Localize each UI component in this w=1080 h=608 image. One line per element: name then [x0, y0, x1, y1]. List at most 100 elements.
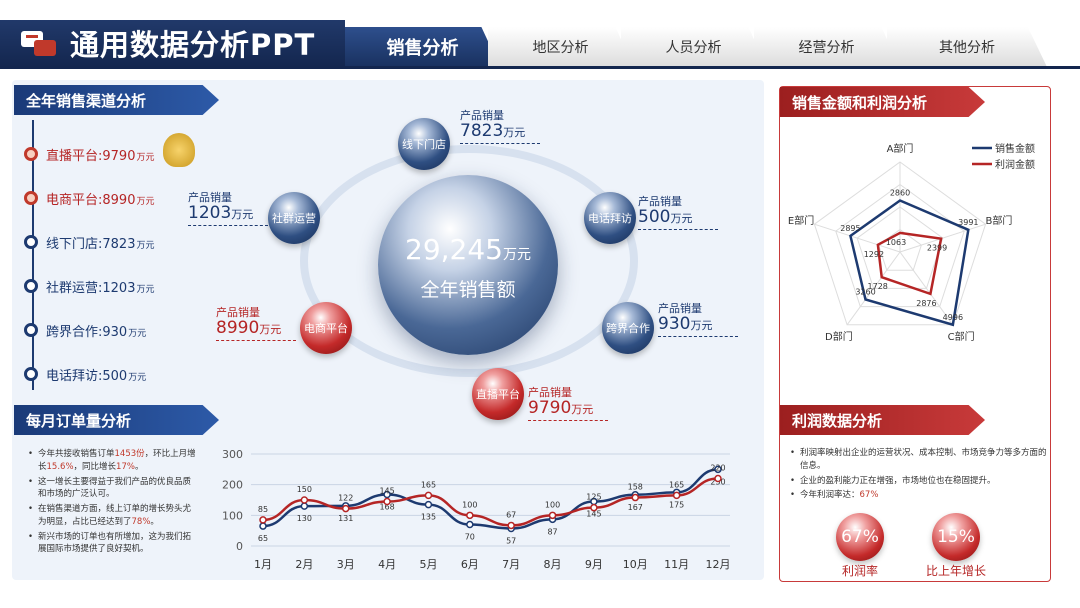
- channel-label: 电话拜访:500: [46, 368, 128, 384]
- data-point: [466, 520, 474, 529]
- note-item: 这一增长主要得益于我们产品的优良品质和市场的广泛认可。: [28, 476, 196, 502]
- channel-label: 电商平台:8990: [46, 192, 136, 208]
- radar-series: [876, 231, 943, 296]
- legend-label: 利润金额: [995, 158, 1035, 171]
- x-tick-label: 8月: [544, 558, 562, 571]
- data-label: 167: [628, 503, 643, 512]
- tab-operation[interactable]: 经营分析: [754, 27, 899, 67]
- data-label: 125: [586, 493, 601, 502]
- pv-ecommerce: 产品销量 8990万元: [216, 306, 296, 341]
- note-highlight: 67%: [859, 490, 879, 501]
- pv-offline-store: 产品销量 7823万元: [460, 109, 540, 144]
- x-tick-label: 1月: [254, 558, 272, 571]
- pv-value: 8990: [216, 318, 260, 339]
- orders-notes: 今年共接收销售订单1453份，环比上月增长15.6%，同比增长17%。 这一增长…: [28, 448, 196, 558]
- channel-unit: 万元: [128, 373, 147, 383]
- data-label: 70: [465, 533, 475, 542]
- channel-label: 线下门店:7823: [46, 236, 136, 252]
- note-text: 在销售渠道方面，线上订单的增长势头尤为明显，占比已经达到了: [38, 504, 192, 527]
- note-text: 今年共接收销售订单: [38, 449, 115, 459]
- tab-staff[interactable]: 人员分析: [621, 27, 766, 67]
- x-tick-label: 7月: [502, 558, 520, 571]
- data-label: 165: [421, 480, 436, 489]
- data-point: [714, 474, 722, 483]
- data-point: [341, 504, 350, 513]
- y-tick-label: 300: [222, 448, 243, 461]
- channel-label: 跨界合作:930: [46, 324, 128, 340]
- data-point: [300, 502, 309, 510]
- radar-value-label: 3260: [855, 287, 875, 296]
- growth-label: 比上年增长: [925, 564, 986, 578]
- tab-sales[interactable]: 销售分析: [345, 27, 500, 67]
- profit-notes: 利润率映射出企业的运营状况、成本控制、市场竞争力等多方面的信息。 企业的盈利能力…: [790, 447, 1050, 504]
- note-text: 企业的盈利能力正在增强，市场地位也在稳固提升。: [800, 475, 996, 486]
- radar-category-label: C部门: [948, 330, 975, 343]
- radar-grid: [856, 206, 944, 289]
- data-point: [300, 496, 309, 504]
- trophy-medal-icon: [163, 133, 195, 167]
- channel-unit: 万元: [136, 241, 155, 251]
- pv-label: 产品销量: [638, 195, 682, 208]
- data-point: [383, 497, 391, 506]
- dot-icon: [24, 323, 38, 337]
- note-highlight: 17%: [116, 461, 135, 472]
- data-label: 150: [297, 485, 312, 494]
- channel-unit: 万元: [128, 329, 147, 339]
- radar-value-label: 1728: [868, 282, 888, 291]
- pv-dash: [658, 335, 738, 337]
- pv-dash: [216, 339, 296, 341]
- x-tick-label: 4月: [378, 558, 396, 571]
- data-point: [631, 493, 640, 502]
- channel-unit: 万元: [136, 197, 155, 207]
- data-label: 57: [506, 537, 516, 546]
- note-text: 这一增长主要得益于我们产品的优良品质和市场的广泛认可。: [38, 476, 192, 500]
- data-label: 145: [586, 510, 601, 519]
- data-label: 100: [462, 500, 477, 509]
- radar-axis: [814, 223, 901, 253]
- data-point: [424, 500, 433, 509]
- radar-axis: [899, 251, 954, 326]
- tab-region[interactable]: 地区分析: [488, 27, 633, 67]
- pv-community: 产品销量 1203万元: [188, 191, 268, 226]
- pv-unit: 万元: [231, 208, 254, 222]
- y-tick-label: 200: [222, 479, 243, 492]
- pv-value: 7823: [460, 121, 504, 142]
- note-highlight: 15.6%: [46, 461, 74, 472]
- radar-series: [849, 199, 970, 327]
- data-label: 158: [628, 483, 643, 492]
- pv-live-stream: 产品销量 9790万元: [528, 386, 608, 421]
- radar-value-label: 1063: [886, 238, 906, 247]
- sphere-offline-store[interactable]: 线下门店: [398, 118, 450, 170]
- sphere-community[interactable]: 社群运营: [268, 192, 320, 244]
- sphere-phone-visit[interactable]: 电话拜访: [584, 192, 636, 244]
- pv-dash: [460, 142, 540, 144]
- data-point: [590, 503, 598, 512]
- tab-other[interactable]: 其他分析: [887, 27, 1047, 67]
- sphere-live-stream[interactable]: 直播平台: [472, 368, 524, 420]
- pv-dash: [188, 224, 268, 226]
- channel-unit: 万元: [136, 285, 155, 295]
- data-point: [548, 511, 557, 520]
- pv-value: 1203: [188, 203, 232, 224]
- radar-category-label: E部门: [788, 214, 814, 227]
- data-label: 87: [547, 527, 557, 536]
- dot-icon: [24, 147, 38, 161]
- note-text: 利润率映射出企业的运营状况、成本控制、市场竞争力等多方面的信息。: [800, 448, 1047, 471]
- orbit-ring: [300, 145, 638, 377]
- sphere-crossover[interactable]: 跨界合作: [602, 302, 654, 354]
- pv-label: 产品销量: [188, 191, 232, 204]
- note-text: 新兴市场的订单也有所增加，这为我们拓展国际市场提供了良好契机。: [38, 531, 192, 555]
- dot-icon: [24, 367, 38, 381]
- x-tick-label: 3月: [337, 558, 355, 571]
- x-tick-label: 10月: [623, 558, 648, 571]
- data-label: 131: [338, 514, 353, 523]
- pv-label: 产品销量: [216, 306, 260, 319]
- sphere-ecommerce[interactable]: 电商平台: [300, 302, 352, 354]
- pv-label: 产品销量: [658, 302, 702, 315]
- channel-section-title: 全年销售渠道分析: [14, 85, 219, 115]
- page-title: 通用数据分析PPT: [70, 28, 316, 62]
- data-label: 130: [297, 514, 312, 523]
- data-label: 135: [421, 513, 436, 522]
- channel-item: 跨界合作:930 万元: [24, 320, 146, 340]
- data-label: 67: [506, 510, 516, 519]
